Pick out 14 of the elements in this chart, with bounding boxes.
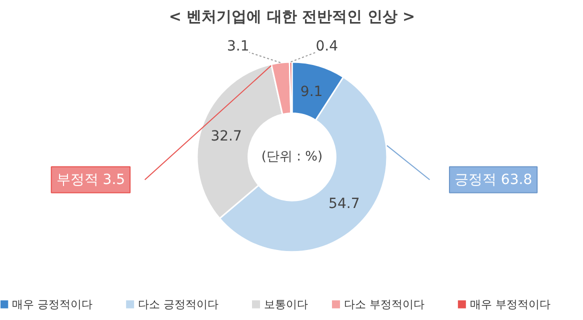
chart-title: < 벤처기업에 대한 전반적인 인상 > xyxy=(168,8,416,26)
data-label: 32.7 xyxy=(210,128,242,144)
text: 부정적 3.5 xyxy=(56,172,126,188)
data-label: 0.4 xyxy=(316,38,338,54)
data-label: 54.7 xyxy=(328,196,360,212)
legend-label: 다소 긍정적이다 xyxy=(138,298,219,311)
legend-label: 보통이다 xyxy=(264,298,308,311)
text: (단위 : %) xyxy=(261,149,323,164)
data-label: 9.1 xyxy=(300,84,323,100)
text: 긍정적 63.8 xyxy=(454,172,532,188)
data-label: 3.1 xyxy=(227,38,250,54)
legend-label: 매우 부정적이다 xyxy=(470,298,550,311)
legend-label: 매우 긍정적이다 xyxy=(12,298,93,311)
legend-label: 다소 부정적이다 xyxy=(344,298,424,311)
